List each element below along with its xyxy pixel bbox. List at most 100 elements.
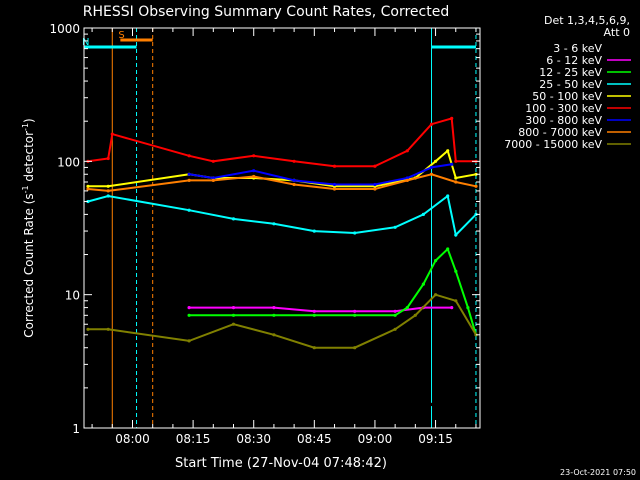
data-point-300to800keV-3 [292,178,296,182]
series-line-7000to15000keV [88,293,477,349]
data-point-12to25keV-2 [272,313,276,317]
data-point-3to6keV-6 [332,392,337,396]
data-point-800to7000keV-9 [429,172,434,176]
data-point-25to50keV-8 [421,212,425,216]
series-line-3to6keV [189,378,452,406]
y-axis-label-part: detector [22,131,36,186]
data-point-300to800keV-2 [252,169,256,173]
data-point-100to300keV-11 [450,116,454,120]
y-axis-label-part: Corrected Count Rate (s [22,193,36,337]
data-point-7000to15000keV-2 [187,339,191,343]
data-point-12to25keV-3 [312,313,316,317]
data-point-300to800keV-6 [405,176,409,180]
series-line-25to50keV [87,194,477,238]
data-point-3to6keV-2 [236,402,240,407]
data-point-7000to15000keV-3 [231,322,236,326]
data-point-25to50keV-3 [231,217,236,221]
legend-label: 50 - 100 keV [532,90,602,103]
data-point-800to7000keV-11 [474,184,478,188]
data-point-100to300keV-8 [373,164,377,168]
x-tick-label-0800: 08:00 [115,432,150,446]
data-point-3to6keV-0 [187,402,191,407]
data-point-6to12keV-4 [353,309,357,313]
data-point-12to25keV-4 [353,313,357,317]
data-point-100to300keV-1 [106,156,110,161]
data-point-6to12keV-7 [450,306,454,310]
data-point-800to7000keV-10 [454,180,458,184]
data-point-300to800keV-0 [187,172,191,176]
x-tick-label-0915: 09:15 [418,432,453,446]
data-point-100to300keV-3 [187,154,191,158]
data-point-7000to15000keV-6 [353,346,357,350]
x-tick-label-0815: 08:15 [176,432,211,446]
legend-label: 300 - 800 keV [525,114,602,127]
data-point-7000to15000keV-7 [393,327,397,331]
legend-label: 3 - 6 keV [553,42,602,55]
data-point-6to12keV-5 [393,309,397,313]
footer-timestamp: 23-Oct-2021 07:50 [560,468,636,477]
y-axis-label-part: ) [22,118,36,123]
data-point-50to100keV-10 [446,149,450,153]
series-line-100to300keV [87,117,476,168]
data-point-50to100keV-11 [454,176,458,180]
data-point-7000to15000keV-0 [86,327,90,331]
data-point-800to7000keV-8 [405,178,409,182]
x-tick-label-0900: 09:00 [358,432,393,446]
data-point-3to6keV-7 [357,402,361,407]
y-axis-label: Corrected Count Rate (s-1 detector-1) [21,118,36,337]
data-point-300to800keV-7 [429,165,434,169]
data-point-800to7000keV-1 [106,189,110,193]
data-point-12to25keV-9 [446,247,450,251]
legend-label: 12 - 25 keV [539,66,602,79]
data-point-6to12keV-3 [312,309,316,313]
x-tick-label-0845: 08:45 [297,432,332,446]
y-axis-label-part: -1 [21,185,30,193]
legend-header-line: Att 0 [604,26,630,39]
y-tick-label-1: 1 [72,422,80,436]
data-point-12to25keV-11 [466,306,470,310]
data-point-6to12keV-2 [272,306,276,310]
data-point-12to25keV-0 [187,313,191,317]
y-tick-label-1000: 1000 [49,22,80,36]
data-point-800to7000keV-3 [211,178,215,182]
data-point-3to6keV-10 [429,402,434,407]
data-point-7000to15000keV-1 [106,327,110,331]
plot-layer: SN [82,28,478,428]
data-point-100to300keV-9 [405,149,409,153]
data-point-25to50keV-5 [312,229,316,233]
flag-label-s: S [118,30,124,41]
data-point-100to300keV-6 [292,159,296,163]
legend-header-line: Det 1,3,4,5,6,9, [544,14,630,27]
legend-label: 100 - 300 keV [525,102,602,115]
data-point-100to300keV-5 [252,154,256,158]
x-tick-label-0830: 08:30 [236,432,271,446]
data-point-50to100keV-9 [434,159,438,163]
data-point-3to6keV-1 [211,402,215,407]
data-point-50to100keV-0 [86,184,90,188]
legend-label: 7000 - 15000 keV [504,138,602,151]
legend-label: 800 - 7000 keV [518,126,602,139]
data-point-25to50keV-10 [454,233,458,237]
data-point-25to50keV-9 [446,194,450,198]
chart-title: RHESSI Observing Summary Count Rates, Co… [83,4,449,20]
axis-layer: 1 10 100 1000 08:00 08:15 08:30 08:45 09:00 09:15 [49,22,480,446]
data-point-300to800keV-5 [373,182,377,187]
data-point-12to25keV-10 [454,269,458,273]
data-point-12to25keV-8 [434,259,438,263]
data-point-800to7000keV-7 [373,187,377,191]
data-point-3to6keV-11 [450,402,454,407]
data-point-3to6keV-9 [405,378,409,382]
data-point-25to50keV-4 [272,222,276,226]
x-axis-label: Start Time (27-Nov-04 07:48:42) [175,456,387,471]
data-point-300to800keV-1 [211,176,215,180]
data-point-12to25keV-6 [405,306,409,310]
series-line-6to12keV [189,306,452,313]
legend-label: 6 - 12 keV [546,54,602,67]
data-point-3to6keV-3 [260,399,264,403]
data-point-800to7000keV-5 [292,182,296,187]
data-point-25to50keV-2 [187,208,191,212]
data-point-12to25keV-7 [421,282,425,286]
y-tick-label-100: 100 [57,155,80,169]
data-point-300to800keV-8 [450,162,454,166]
data-point-7000to15000keV-5 [312,346,316,350]
